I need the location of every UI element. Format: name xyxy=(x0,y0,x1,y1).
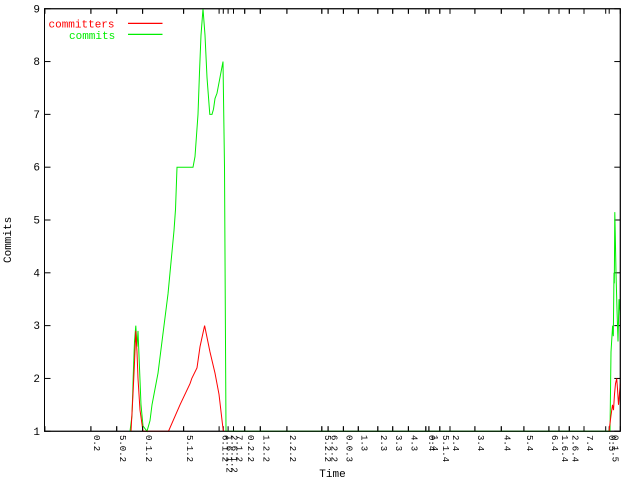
svg-text:Time: Time xyxy=(319,469,345,480)
svg-text:1.2.2: 1.2.2 xyxy=(261,435,271,462)
svg-text:Commits: Commits xyxy=(3,217,15,263)
svg-text:3.4: 3.4 xyxy=(475,435,485,451)
svg-text:1.6.4: 1.6.4 xyxy=(559,435,569,462)
svg-text:6: 6 xyxy=(33,163,40,175)
svg-text:8: 8 xyxy=(33,57,40,69)
svg-text:3.3: 3.3 xyxy=(393,435,403,451)
svg-text:committers: committers xyxy=(49,20,115,32)
svg-text:2.2.2: 2.2.2 xyxy=(287,435,297,462)
svg-text:4: 4 xyxy=(33,268,40,280)
svg-text:1.4: 1.4 xyxy=(429,435,439,451)
svg-text:7.1.2: 7.1.2 xyxy=(234,435,244,462)
svg-text:5.1.4: 5.1.4 xyxy=(440,435,450,462)
svg-text:0.2.2: 0.2.2 xyxy=(245,435,255,462)
svg-text:4.4: 4.4 xyxy=(502,435,512,451)
svg-text:1: 1 xyxy=(33,427,40,439)
svg-text:7.4: 7.4 xyxy=(584,435,594,451)
svg-text:2.6.4: 2.6.4 xyxy=(570,435,580,462)
svg-text:5: 5 xyxy=(33,216,40,228)
svg-text:5.4: 5.4 xyxy=(524,435,534,451)
svg-text:4.3: 4.3 xyxy=(409,435,419,451)
svg-text:7: 7 xyxy=(33,110,40,122)
svg-text:0.2: 0.2 xyxy=(91,435,101,451)
svg-text:2.3: 2.3 xyxy=(378,435,388,451)
svg-text:2.4: 2.4 xyxy=(450,435,460,451)
svg-text:6.4: 6.4 xyxy=(549,435,559,451)
svg-text:0.1.2: 0.1.2 xyxy=(143,435,153,462)
svg-text:9: 9 xyxy=(33,4,40,16)
svg-text:0.0.3: 0.0.3 xyxy=(344,435,354,462)
svg-text:6.2.2: 6.2.2 xyxy=(328,435,338,462)
svg-text:0.1.5: 0.1.5 xyxy=(609,435,619,462)
svg-text:1.3: 1.3 xyxy=(359,435,369,451)
svg-text:5.1.2: 5.1.2 xyxy=(184,435,194,462)
svg-text:5.0.2: 5.0.2 xyxy=(117,435,127,462)
svg-text:commits: commits xyxy=(69,31,115,43)
svg-text:3: 3 xyxy=(33,321,40,333)
svg-text:2: 2 xyxy=(33,374,40,386)
